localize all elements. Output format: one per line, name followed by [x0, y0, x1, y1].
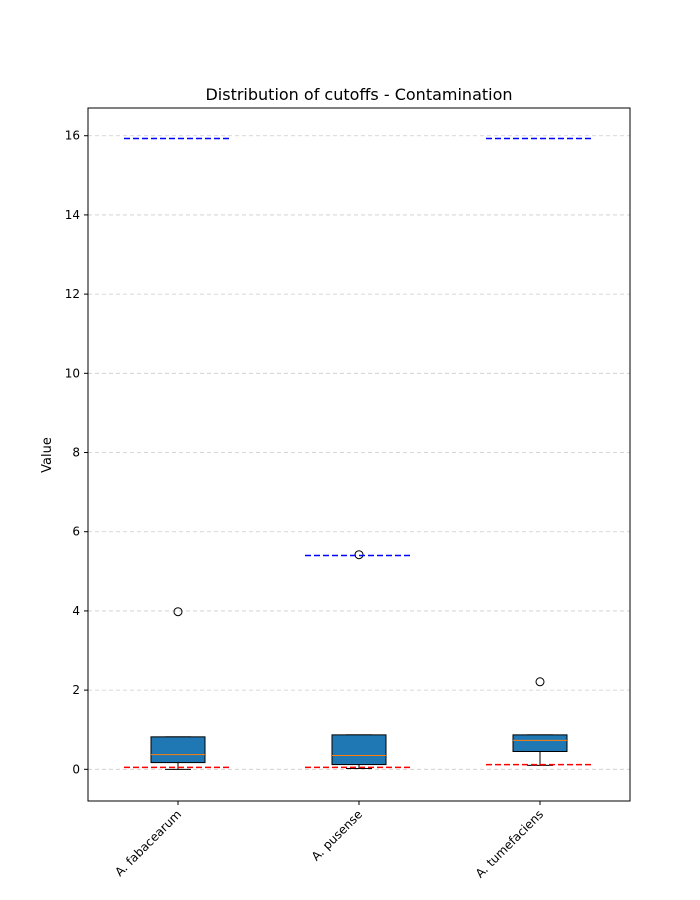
box-series	[124, 137, 594, 770]
grid-lines	[88, 135, 630, 770]
box-iqr	[150, 736, 206, 764]
y-tick-label: 6	[72, 525, 80, 539]
y-tick-label: 2	[72, 683, 80, 697]
outlier-point	[354, 550, 364, 560]
chart-title: Distribution of cutoffs - Contamination	[205, 85, 512, 104]
box-group	[124, 137, 232, 770]
y-tick-label: 4	[72, 604, 80, 618]
box-group	[305, 550, 413, 770]
box-iqr	[512, 734, 568, 752]
box-group	[486, 137, 594, 766]
y-tick-label: 0	[72, 762, 80, 776]
y-tick-label: 16	[65, 129, 80, 143]
y-tick-label: 8	[72, 446, 80, 460]
y-tick-label: 12	[65, 287, 80, 301]
box-iqr	[331, 734, 387, 766]
y-axis-label: Value	[40, 437, 55, 473]
outlier-point	[535, 677, 545, 687]
y-tick-label: 10	[65, 366, 80, 380]
y-tick-label: 14	[65, 208, 80, 222]
outlier-point	[173, 607, 183, 617]
